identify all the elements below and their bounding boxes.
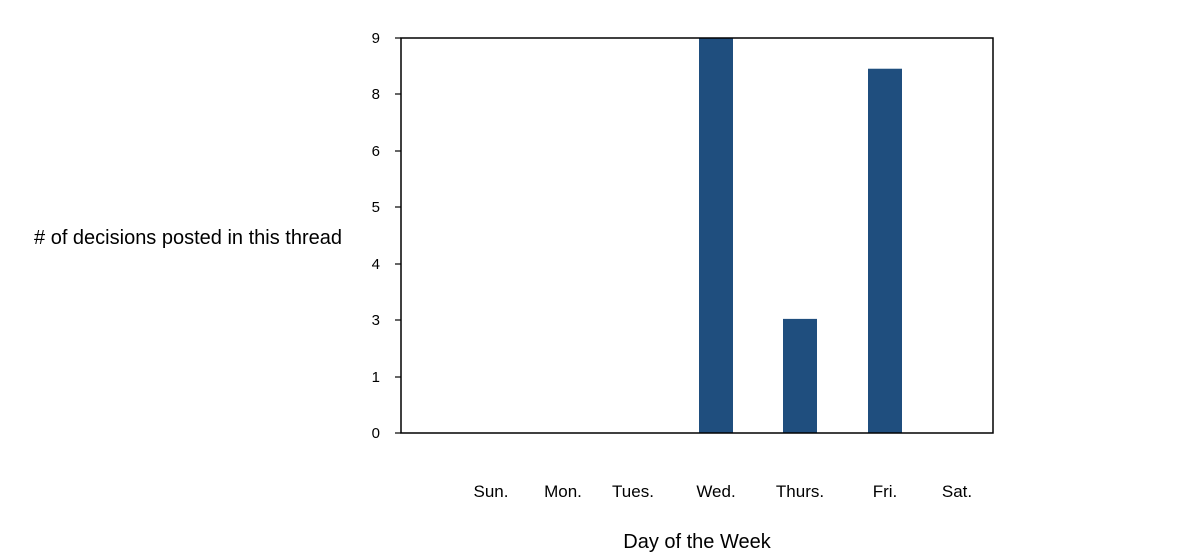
- y-tick-label: 5: [372, 199, 380, 216]
- bar-thurs: [783, 318, 817, 433]
- x-axis-title: Day of the Week: [623, 531, 771, 553]
- x-axis-labels: Sun. Mon. Tues. Wed. Thurs. Fri. Sat.: [474, 482, 973, 501]
- x-category-label: Fri.: [873, 482, 898, 501]
- plot-frame: [400, 37, 994, 434]
- x-category-label: Wed.: [696, 482, 735, 501]
- y-axis-title: # of decisions posted in this thread: [34, 227, 342, 249]
- y-tick-label: 3: [372, 312, 380, 329]
- y-tick-label: 0: [372, 425, 380, 442]
- x-category-label: Mon.: [544, 482, 582, 501]
- bars-layer: [699, 38, 902, 433]
- y-tick-label: 9: [372, 30, 380, 47]
- bar-wed: [699, 38, 733, 433]
- x-category-label: Tues.: [612, 482, 654, 501]
- y-axis-ticks: 0 1 3 4 5 6 8 9: [372, 30, 401, 442]
- y-tick-label: 4: [372, 256, 380, 273]
- y-tick-label: 8: [372, 86, 380, 103]
- x-category-label: Sat.: [942, 482, 972, 501]
- y-tick-label: 1: [372, 369, 380, 386]
- x-category-label: Sun.: [474, 482, 509, 501]
- bar-fri: [868, 68, 902, 433]
- y-tick-label: 6: [372, 143, 380, 160]
- x-category-label: Thurs.: [776, 482, 824, 501]
